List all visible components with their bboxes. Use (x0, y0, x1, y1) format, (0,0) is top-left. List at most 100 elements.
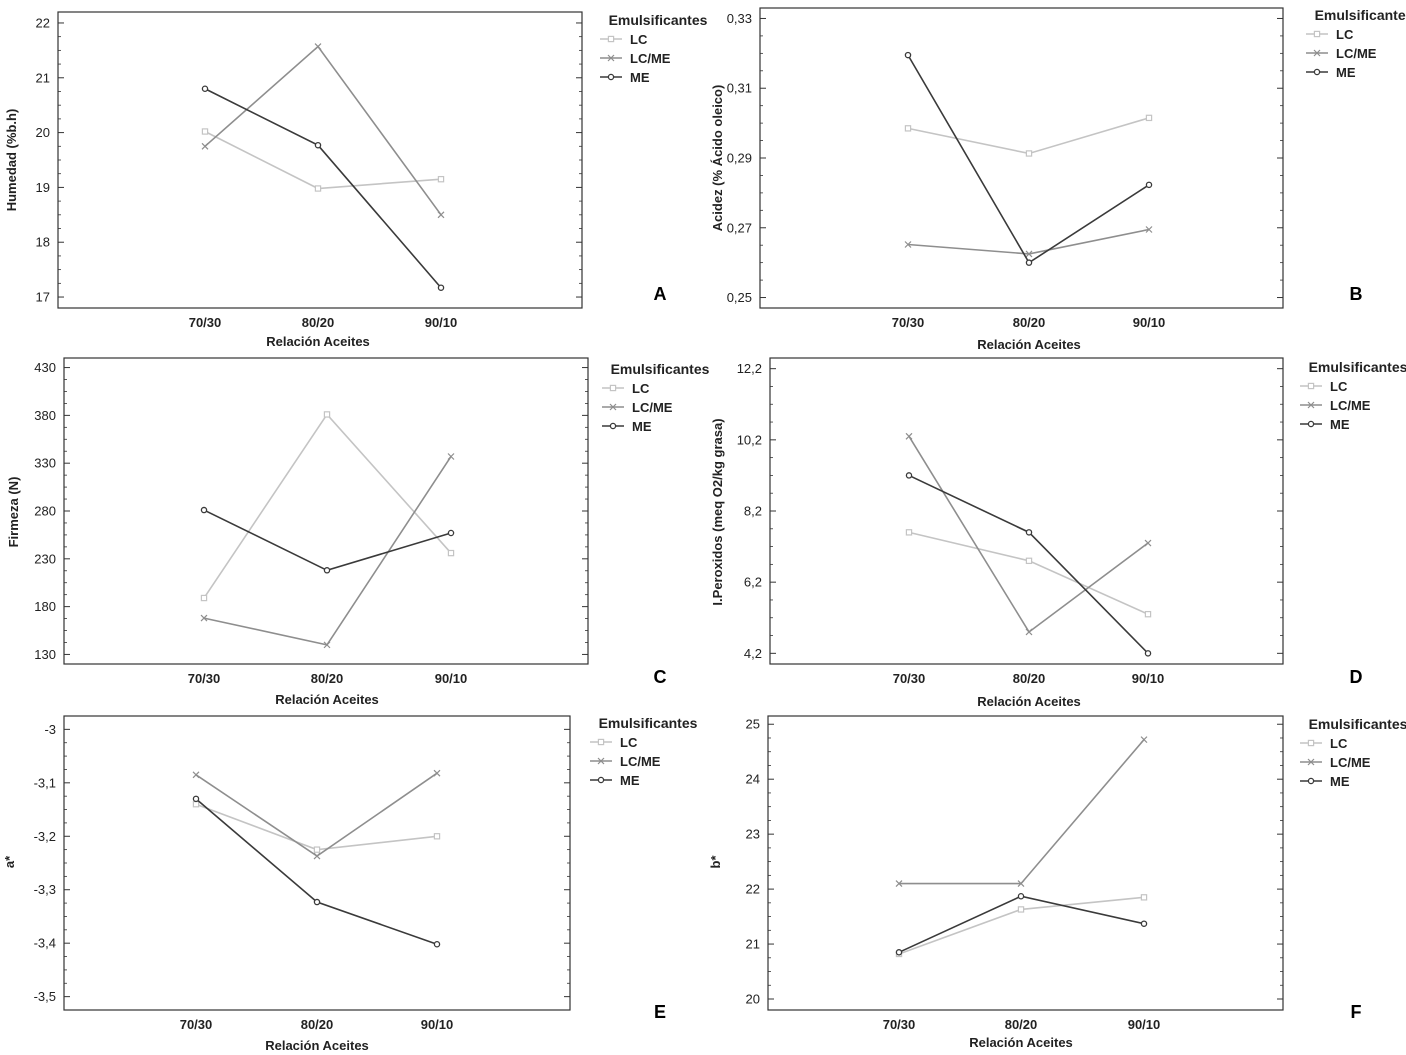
series-line-lc (907, 117, 1150, 155)
legend-entry: LC/ME (1336, 46, 1377, 61)
x-tick-label: 80/20 (1005, 1017, 1038, 1032)
y-axis-label: Firmeza (N) (6, 477, 21, 548)
y-tick-label: 280 (34, 504, 56, 519)
data-point-lc (904, 125, 912, 132)
y-tick-label: 180 (34, 599, 56, 614)
panel-letter: C (654, 667, 667, 687)
data-point-lc (433, 833, 441, 840)
data-point-lc (1144, 610, 1152, 618)
legend-marker (609, 422, 617, 430)
x-tick-label: 70/30 (893, 671, 926, 686)
y-tick-label: 24 (746, 772, 760, 787)
x-tick-label: 90/10 (421, 1017, 454, 1032)
data-point-lc (437, 175, 445, 183)
legend-entry: LC (632, 381, 650, 396)
legend-entry: LC (630, 32, 648, 47)
y-tick-label: 0,29 (727, 151, 752, 166)
y-axis-label: b* (708, 855, 723, 869)
panel-letter: F (1351, 1002, 1362, 1022)
legend-entry: ME (630, 70, 650, 85)
data-point-lc-me (1145, 226, 1153, 233)
series-line-lc-me (195, 772, 438, 858)
y-tick-label: 21 (36, 70, 50, 85)
data-point-me (323, 567, 331, 574)
legend-entry: LC/ME (1330, 755, 1371, 770)
y-tick-label: 18 (36, 235, 50, 250)
data-point-me (201, 85, 209, 92)
data-point-me (192, 795, 200, 803)
x-tick-label: 90/10 (435, 671, 468, 686)
legend-entry: LC/ME (630, 51, 671, 66)
legend-marker (1313, 30, 1321, 38)
series-line-me (898, 895, 1145, 954)
legend-entry: ME (1330, 417, 1350, 432)
data-point-lc-me (313, 852, 321, 860)
y-tick-label: -3,2 (34, 829, 56, 844)
data-point-me (904, 51, 912, 59)
plot-frame (759, 7, 1284, 309)
y-tick-label: 10,2 (737, 432, 762, 447)
y-tick-label: 430 (34, 360, 56, 375)
y-tick-label: 22 (746, 882, 760, 897)
legend-marker (1307, 401, 1315, 409)
data-point-me (433, 941, 441, 948)
data-point-lc (201, 128, 209, 135)
x-tick-label: 90/10 (1133, 315, 1166, 330)
chart-panel-e: -3 -3,1 -3,2 -3,3 -3,4 -3,5 70/30 80/20 90/10 Rel… (2, 715, 698, 1053)
data-point-lc (313, 846, 321, 853)
data-point-lc-me (192, 771, 200, 779)
legend-entry: LC (1330, 736, 1348, 751)
y-tick-label: 130 (34, 647, 56, 662)
data-point-lc-me (1140, 736, 1148, 744)
data-point-lc-me (1025, 628, 1033, 636)
data-point-me (1140, 920, 1148, 927)
legend-title: Emulsificantes (1315, 7, 1406, 23)
series-line-lc-me (204, 45, 442, 216)
legend-entry: ME (1336, 65, 1356, 80)
data-point-lc-me (1025, 250, 1033, 258)
legend-marker (607, 35, 615, 43)
data-point-lc (1025, 150, 1033, 157)
data-point-me (313, 898, 321, 906)
series-line-lc (898, 896, 1145, 955)
series-line-lc (195, 803, 438, 851)
x-tick-label: 90/10 (425, 315, 458, 330)
y-axis-label: Humedad (%b.h) (4, 109, 19, 212)
y-tick-label: 19 (36, 180, 50, 195)
legend-marker (609, 403, 617, 411)
x-axis-label: Relación Aceites (265, 1038, 369, 1053)
data-point-lc (1017, 906, 1025, 913)
data-point-me (314, 141, 322, 149)
plot-frame (63, 357, 589, 665)
legend-title: Emulsificantes (609, 12, 708, 28)
legend-entry: ME (632, 419, 652, 434)
x-tick-label: 70/30 (189, 315, 222, 330)
legend-entry: LC (1330, 379, 1348, 394)
legend-marker (607, 73, 615, 81)
series-line-lc-me (203, 456, 452, 646)
series-line-lc (204, 130, 442, 190)
x-tick-label: 90/10 (1128, 1017, 1161, 1032)
data-point-lc-me (904, 241, 912, 248)
data-point-lc (1025, 557, 1033, 565)
y-tick-label: 4,2 (744, 646, 762, 661)
chart-panel-b: 0,25 0,27 0,29 0,31 0,33 70/30 80/20 90/10 Relac… (710, 7, 1406, 352)
data-point-lc (905, 529, 913, 536)
legend-title: Emulsificantes (611, 361, 710, 377)
y-tick-label: -3,1 (34, 775, 56, 790)
legend-entry: ME (620, 773, 640, 788)
y-tick-label: 6,2 (744, 575, 762, 590)
series-line-lc-me (899, 739, 1145, 885)
data-point-lc-me (895, 880, 903, 888)
x-axis-label: Relación Aceites (977, 694, 1081, 709)
data-point-lc (447, 549, 455, 557)
legend-marker (597, 757, 605, 765)
data-point-lc (323, 411, 331, 418)
legend-marker (1313, 49, 1321, 57)
data-point-lc (192, 800, 200, 808)
data-point-lc-me (447, 453, 455, 460)
data-point-me (1025, 529, 1033, 536)
legend-marker (1307, 382, 1315, 390)
x-axis-label: Relación Aceites (969, 1035, 1073, 1050)
